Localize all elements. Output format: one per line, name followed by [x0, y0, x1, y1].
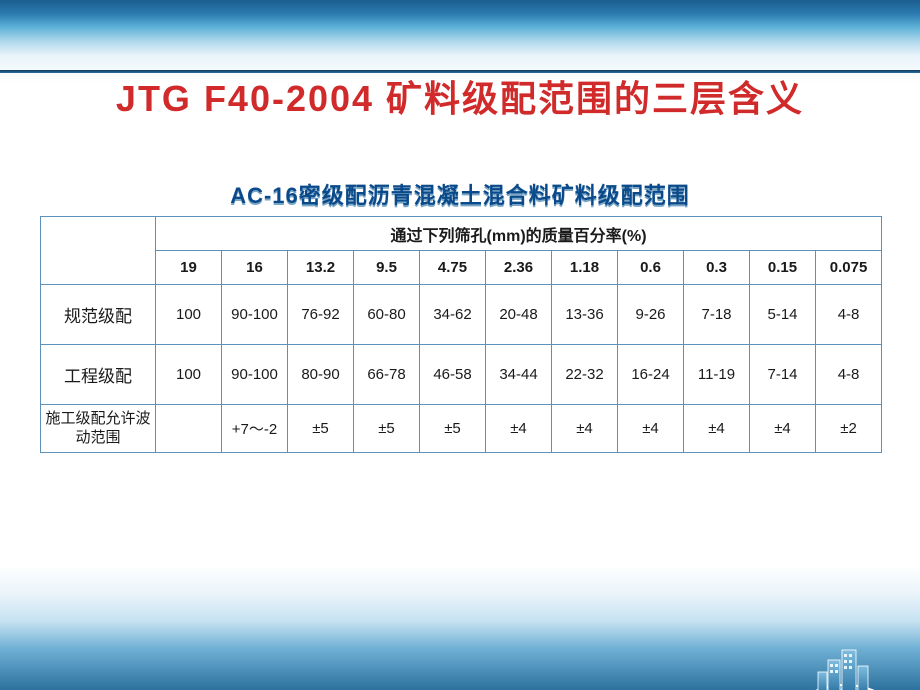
table-cell: 46-58 — [420, 345, 486, 405]
table-cell: ±2 — [816, 405, 882, 453]
sieve-col: 19 — [156, 251, 222, 285]
table-subtitle-wrap: AC-16密级配沥青混凝土混合料矿料级配范围 AC-16密级配沥青混凝土混合料矿… — [0, 178, 920, 210]
table-cell: ±4 — [618, 405, 684, 453]
page-title: JTG F40-2004 矿料级配范围的三层含义 — [0, 70, 920, 122]
table-cell: ±5 — [288, 405, 354, 453]
table-row: 规范级配 100 90-100 76-92 60-80 34-62 20-48 … — [41, 285, 882, 345]
table-cell: +7～-2 — [222, 405, 288, 453]
table-cell: 4-8 — [816, 345, 882, 405]
table-cell: ±4 — [552, 405, 618, 453]
table-cell: 7-14 — [750, 345, 816, 405]
table-cell: 76-92 — [288, 285, 354, 345]
table-cell: 66-78 — [354, 345, 420, 405]
table-cell — [156, 405, 222, 453]
table-cell: ±4 — [486, 405, 552, 453]
table-cell: 90-100 — [222, 285, 288, 345]
sieve-col: 13.2 — [288, 251, 354, 285]
table-cell: ±5 — [354, 405, 420, 453]
table-cell: 34-62 — [420, 285, 486, 345]
gradation-table: 通过下列筛孔(mm)的质量百分率(%) 19 16 13.2 9.5 4.75 … — [40, 216, 880, 453]
sieve-col: 0.3 — [684, 251, 750, 285]
table-cell: ±4 — [684, 405, 750, 453]
sieve-col: 4.75 — [420, 251, 486, 285]
table-cell: 60-80 — [354, 285, 420, 345]
table-corner-cell — [41, 217, 156, 285]
sieve-col: 16 — [222, 251, 288, 285]
table-cell: ±5 — [420, 405, 486, 453]
table-cell: 7-18 — [684, 285, 750, 345]
table-header-text: 通过下列筛孔(mm)的质量百分率(%) — [156, 217, 882, 251]
sieve-col: 0.075 — [816, 251, 882, 285]
sieve-col: 0.6 — [618, 251, 684, 285]
sieve-col: 0.15 — [750, 251, 816, 285]
table-cell: 11-19 — [684, 345, 750, 405]
table-cell: 16-24 — [618, 345, 684, 405]
table-cell: 5-14 — [750, 285, 816, 345]
table-cell: 20-48 — [486, 285, 552, 345]
row-label: 规范级配 — [41, 285, 156, 345]
table-cell: 34-44 — [486, 345, 552, 405]
table-cell: 13-36 — [552, 285, 618, 345]
table-row: 施工级配允许波动范围 +7～-2 ±5 ±5 ±5 ±4 ±4 ±4 ±4 ±4… — [41, 405, 882, 453]
row-label: 工程级配 — [41, 345, 156, 405]
table-cell: 90-100 — [222, 345, 288, 405]
table-cell: 9-26 — [618, 285, 684, 345]
table-cell: 22-32 — [552, 345, 618, 405]
table-cell: 100 — [156, 285, 222, 345]
table-subtitle: AC-16密级配沥青混凝土混合料矿料级配范围 — [0, 178, 920, 210]
table-cell: 100 — [156, 345, 222, 405]
table-cell: 4-8 — [816, 285, 882, 345]
sieve-col: 9.5 — [354, 251, 420, 285]
sieve-col: 2.36 — [486, 251, 552, 285]
globe-city-icon — [750, 632, 910, 690]
table-cell: ±4 — [750, 405, 816, 453]
table-row: 工程级配 100 90-100 80-90 66-78 46-58 34-44 … — [41, 345, 882, 405]
row-label: 施工级配允许波动范围 — [41, 405, 156, 453]
table-sieve-row: 19 16 13.2 9.5 4.75 2.36 1.18 0.6 0.3 0.… — [41, 251, 882, 285]
table-cell: 80-90 — [288, 345, 354, 405]
sieve-col: 1.18 — [552, 251, 618, 285]
